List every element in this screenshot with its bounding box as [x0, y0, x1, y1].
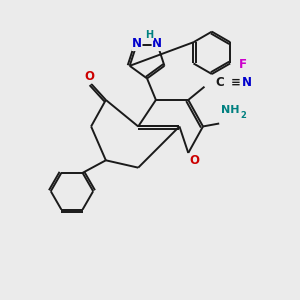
Text: H: H: [146, 30, 154, 40]
Text: F: F: [238, 58, 247, 71]
Text: O: O: [85, 70, 94, 83]
Text: C: C: [215, 76, 224, 89]
Text: NH: NH: [221, 105, 239, 115]
Text: O: O: [190, 154, 200, 167]
Text: N: N: [242, 76, 252, 89]
Text: ≡: ≡: [230, 76, 240, 89]
Text: N: N: [132, 38, 142, 50]
Text: N: N: [152, 38, 162, 50]
Text: 2: 2: [241, 111, 247, 120]
